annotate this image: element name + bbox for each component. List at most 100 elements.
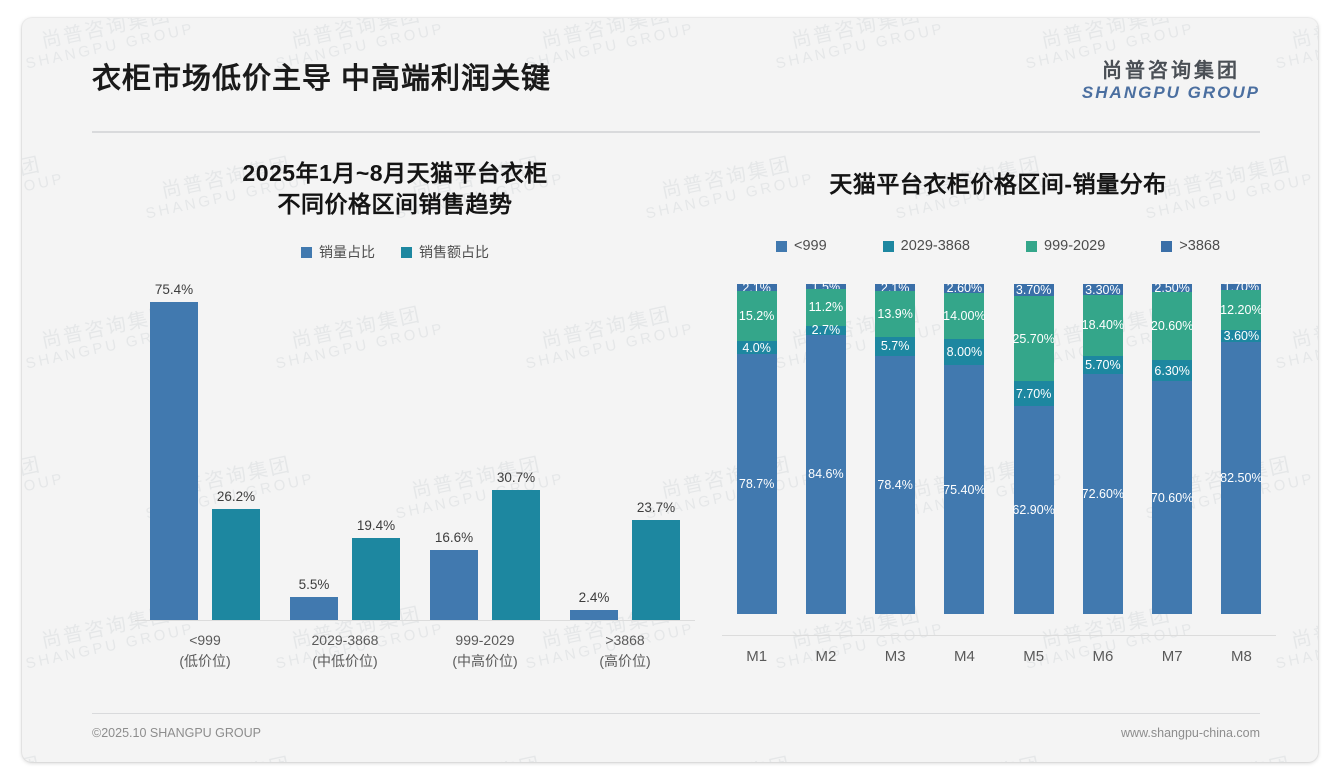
stack-segment[interactable]: 2.60% (944, 281, 985, 295)
x-axis-label: M6 (1092, 648, 1114, 666)
stack-segment-label: 7.70% (1015, 386, 1052, 401)
stack-segment[interactable]: 4.0% (736, 341, 777, 355)
x-axis-label-tier: (高价位) (599, 653, 651, 670)
stack-segment[interactable]: 3.30% (1082, 282, 1123, 297)
bar[interactable]: 19.4% (352, 518, 400, 621)
legend-item[interactable]: 销售额占比 (401, 242, 489, 262)
stack-segment[interactable]: 75.40% (943, 365, 986, 615)
stack-segment[interactable]: 84.6% (805, 334, 846, 615)
legend-item-label: 销量占比 (319, 244, 375, 261)
stack-segment-label: 78.4% (877, 477, 913, 492)
left-chart-panel: 2025年1月~8月天猫平台衣柜 不同价格区间销售趋势 销量占比 销售额占比 75… (90, 158, 700, 718)
stacked-bar[interactable]: 2.60% 14.00% 8.00% 75.40% (943, 281, 986, 615)
stacked-bar-slot: 2.50% 20.60% 6.30% 70.60% (1138, 281, 1207, 635)
stack-segment[interactable]: 3.60% (1221, 329, 1262, 343)
stack-segment[interactable]: 2.7% (805, 323, 846, 338)
stack-segment[interactable]: 25.70% (1012, 296, 1055, 382)
legend-swatch-icon (301, 246, 312, 258)
stack-segment[interactable]: 5.7% (875, 336, 916, 356)
stacked-bar-slot: 3.30% 18.40% 5.70% 72.60% (1068, 282, 1137, 635)
bar[interactable]: 30.7% (492, 470, 540, 621)
legend-swatch-icon (1161, 240, 1173, 252)
footer-divider (92, 713, 1260, 714)
stack-segment[interactable]: 2.50% (1152, 281, 1193, 296)
stacked-bar[interactable]: 2.1% 13.9% 5.7% 78.4% (875, 281, 916, 615)
stacked-bar-slot: 2.1% 15.2% 4.0% 78.7% (722, 281, 791, 635)
bar[interactable]: 5.5% (290, 577, 338, 621)
legend-item[interactable]: 999-2029 (1026, 238, 1105, 254)
stack-segment-label: 2.50% (1154, 281, 1190, 296)
left-chart-title-line1: 2025年1月~8月天猫平台衣柜 (242, 160, 548, 186)
legend-swatch-icon (401, 246, 412, 258)
stack-segment[interactable]: 62.90% (1012, 406, 1055, 615)
stacked-bar[interactable]: 3.70% 25.70% 7.70% 62.90% (1012, 283, 1055, 615)
right-chart-axis-line (722, 635, 1276, 637)
legend-item[interactable]: <999 (775, 238, 827, 254)
stack-segment[interactable]: 70.60% (1151, 381, 1193, 615)
stacked-bar[interactable]: 1.70% 12.20% 3.60% 82.50% (1220, 280, 1263, 615)
x-axis-label-range: >3868 (605, 632, 645, 649)
bar-value-label: 16.6% (434, 529, 474, 545)
right-chart-panel: 天猫平台衣柜价格区间-销量分布 <999 2029-3868 999-2029 >38… (712, 158, 1284, 718)
stack-segment[interactable]: 78.7% (736, 354, 777, 615)
left-chart-title: 2025年1月~8月天猫平台衣柜 不同价格区间销售趋势 (90, 158, 700, 220)
x-axis-label: >3868 (高价位) (555, 623, 695, 675)
stack-segment[interactable]: 13.9% (875, 290, 916, 337)
stack-segment[interactable]: 6.30% (1152, 360, 1193, 382)
bar[interactable]: 2.4% (570, 590, 618, 621)
legend-item[interactable]: 2029-3868 (882, 238, 970, 255)
x-axis-label: 999-2029 (中高价位) (415, 623, 555, 675)
stacked-bar-slot: 1.5% 11.2% 2.7% 84.6% (791, 280, 860, 635)
stack-segment[interactable]: 3.70% (1013, 283, 1054, 297)
stack-segment-label: 3.30% (1085, 282, 1121, 297)
stack-segment-label: 25.70% (1012, 331, 1055, 346)
bar-value-label: 2.4% (578, 589, 610, 605)
logo-chinese-text: 尚普咨询集团 (1101, 60, 1240, 82)
legend-swatch-icon (775, 240, 787, 252)
x-axis-label: M8 (1230, 648, 1252, 666)
stack-segment[interactable]: 72.60% (1082, 374, 1124, 615)
bar-value-label: 23.7% (636, 499, 676, 515)
stacked-bar[interactable]: 3.30% 18.40% 5.70% 72.60% (1082, 282, 1124, 615)
legend-swatch-icon (1026, 240, 1037, 252)
stack-segment-label: 2.7% (811, 323, 841, 338)
stack-segment[interactable]: 12.20% (1220, 289, 1263, 330)
slide-header: 衣柜市场低价主导 中高端利润关键 尚普咨询集团 SHANGPU GROUP (22, 18, 1318, 133)
stack-segment[interactable]: 20.60% (1151, 292, 1193, 361)
stack-segment[interactable]: 15.2% (736, 291, 777, 342)
stack-segment[interactable]: 2.1% (875, 281, 916, 295)
legend-item-label: 2029-3868 (900, 238, 970, 255)
stack-segment[interactable]: 11.2% (805, 289, 846, 326)
legend-item-label: >3868 (1179, 238, 1221, 255)
legend-item[interactable]: >3868 (1161, 238, 1220, 254)
stack-segment[interactable]: 18.40% (1082, 294, 1124, 356)
stack-segment[interactable]: 5.70% (1082, 355, 1123, 375)
legend-item[interactable]: 销量占比 (301, 242, 375, 262)
stack-segment[interactable]: 14.00% (943, 292, 986, 339)
bar-value-label: 30.7% (496, 470, 536, 486)
bar[interactable]: 75.4% (150, 282, 198, 621)
stack-segment-label: 82.50% (1220, 470, 1263, 485)
bar-group: 16.6% 30.7% (415, 280, 555, 621)
logo-english-text: SHANGPU GROUP (1081, 83, 1260, 102)
stacked-bar[interactable]: 2.1% 15.2% 4.0% 78.7% (736, 281, 777, 615)
stack-segment-label: 75.40% (943, 482, 986, 497)
stacked-bar[interactable]: 1.5% 11.2% 2.7% 84.6% (805, 280, 846, 615)
stack-segment-label: 14.00% (943, 308, 986, 323)
stack-segment[interactable]: 2.1% (736, 281, 777, 295)
stack-segment-label: 11.2% (808, 300, 844, 315)
stacked-bar[interactable]: 2.50% 20.60% 6.30% 70.60% (1151, 281, 1193, 615)
right-chart-legend: <999 2029-3868 999-2029 >3868 (712, 238, 1284, 254)
bar[interactable]: 16.6% (430, 530, 478, 621)
stack-segment[interactable]: 78.4% (875, 355, 916, 615)
footer-copyright: ©2025.10 SHANGPU GROUP (92, 726, 261, 740)
bar[interactable]: 23.7% (632, 500, 680, 621)
bar[interactable]: 26.2% (212, 489, 260, 621)
stack-segment[interactable]: 7.70% (1013, 381, 1054, 407)
stack-segment-label: 5.70% (1085, 358, 1121, 373)
stack-segment[interactable]: 8.00% (944, 338, 985, 366)
bar-value-label: 75.4% (154, 281, 194, 297)
stack-segment[interactable]: 82.50% (1220, 341, 1263, 615)
